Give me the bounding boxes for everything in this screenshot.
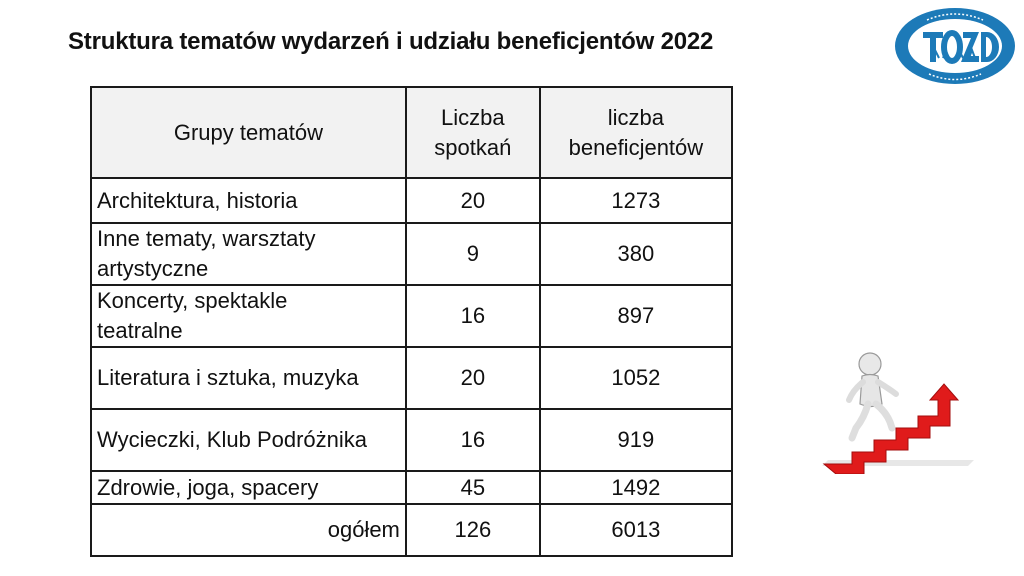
total-label: ogółem xyxy=(90,503,407,557)
meetings-cell: 20 xyxy=(404,177,541,224)
meetings-cell: 16 xyxy=(404,284,541,348)
beneficiaries-cell: 1273 xyxy=(538,177,734,224)
meetings-cell: 45 xyxy=(404,470,541,505)
organization-logo xyxy=(895,8,1015,84)
beneficiaries-cell: 380 xyxy=(538,222,734,286)
header-group: Grupy tematów xyxy=(90,86,407,179)
page-title: Struktura tematów wydarzeń i udziału ben… xyxy=(68,28,714,55)
total-meetings: 126 xyxy=(404,503,541,557)
stairs-icon xyxy=(822,383,960,474)
group-cell: Zdrowie, joga, spacery xyxy=(90,470,407,505)
figure-head-icon xyxy=(858,352,882,376)
table-row: Inne tematy, warsztaty artystyczne 9 380 xyxy=(90,222,734,286)
stats-table: Grupy tematów Liczba spotkań liczba benefi… xyxy=(90,86,734,557)
group-cell: Inne tematy, warsztaty artystyczne xyxy=(90,222,407,286)
header-beneficiaries: liczba beneficjentów xyxy=(538,86,734,179)
table-row: Literatura i sztuka, muzyka 20 1052 xyxy=(90,346,734,410)
group-cell: Wycieczki, Klub Podróżnika xyxy=(90,408,407,472)
beneficiaries-cell: 1492 xyxy=(538,470,734,505)
meetings-cell: 16 xyxy=(404,408,541,472)
meetings-cell: 9 xyxy=(404,222,541,286)
beneficiaries-cell: 919 xyxy=(538,408,734,472)
table-row: Wycieczki, Klub Podróżnika 16 919 xyxy=(90,408,734,472)
total-row: ogółem 126 6013 xyxy=(90,503,734,557)
table-row: Architektura, historia 20 1273 xyxy=(90,177,734,224)
table-header-row: Grupy tematów Liczba spotkań liczba benefi… xyxy=(90,86,734,179)
total-beneficiaries: 6013 xyxy=(538,503,734,557)
header-meetings: Liczba spotkań xyxy=(404,86,541,179)
group-cell: Literatura i sztuka, muzyka xyxy=(90,346,407,410)
beneficiaries-cell: 1052 xyxy=(538,346,734,410)
stair-climber-illustration xyxy=(822,352,974,474)
group-cell: Architektura, historia xyxy=(90,177,407,224)
group-cell: Koncerty, spektakle teatralne xyxy=(90,284,407,348)
meetings-cell: 20 xyxy=(404,346,541,410)
table-row: Koncerty, spektakle teatralne 16 897 xyxy=(90,284,734,348)
table-row: Zdrowie, joga, spacery 45 1492 xyxy=(90,470,734,505)
beneficiaries-cell: 897 xyxy=(538,284,734,348)
